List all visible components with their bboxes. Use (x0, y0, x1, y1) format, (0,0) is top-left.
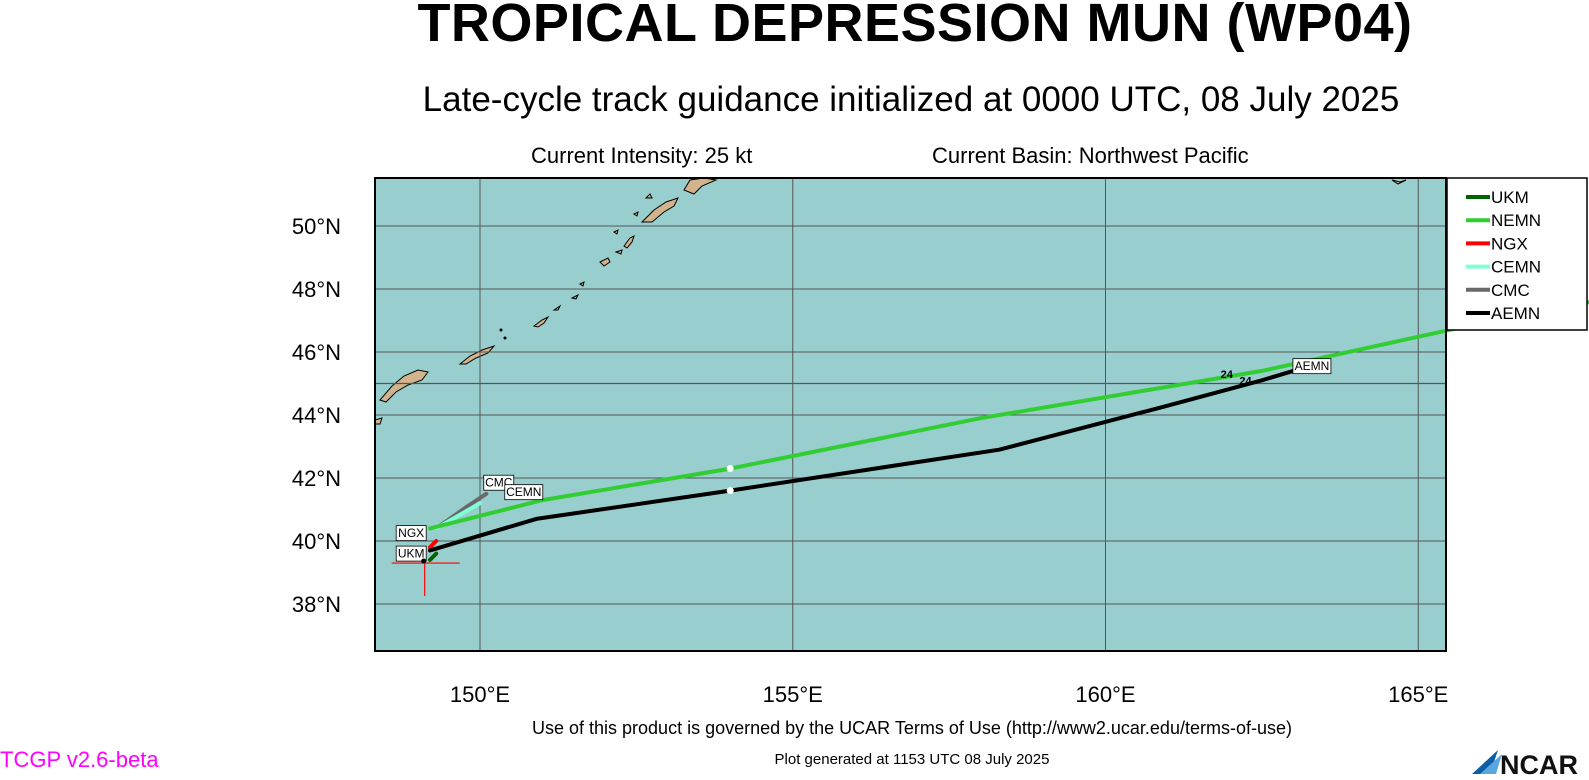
legend-item-ukm: UKM (1466, 188, 1529, 207)
legend-label: AEMN (1491, 304, 1540, 323)
island-11 (640, 197, 679, 223)
island-14 (683, 177, 718, 195)
track-ngx (428, 539, 439, 550)
legend-item-cemn: CEMN (1466, 258, 1541, 277)
lat-tick-label: 38°N (292, 592, 341, 617)
legend-item-ngx: NGX (1466, 234, 1528, 253)
island-6 (579, 281, 585, 287)
lat-tick-label: 40°N (292, 529, 341, 554)
legend-item-nemn: NEMN (1466, 211, 1541, 230)
island-1 (379, 369, 429, 403)
storm-position-layer (391, 558, 460, 597)
island-13 (644, 193, 653, 199)
lat-tick-label: 48°N (292, 277, 341, 302)
label-text: UKM (398, 547, 425, 561)
lon-tick-label: 165°E (1388, 682, 1448, 707)
island-9 (623, 235, 635, 249)
legend-item-cmc: CMC (1466, 281, 1530, 300)
track-12h-dot (726, 487, 734, 495)
map-title: TROPICAL DEPRESSION MUN (WP04) (417, 0, 1413, 53)
lat-lon-grid (375, 178, 1446, 651)
legend-label: NEMN (1491, 211, 1541, 230)
axis-labels: 150°E155°E160°E165°E170°E175°E180°38°N40… (292, 214, 1449, 707)
map-frame (374, 177, 1447, 652)
lat-tick-label: 50°N (292, 214, 341, 239)
label-text: CEMN (506, 485, 541, 499)
legend-box (1446, 177, 1588, 331)
island-7 (599, 257, 611, 267)
label-box (1292, 358, 1332, 375)
forecast-hour-label: 24 (1239, 375, 1252, 387)
lon-tick-label: 155°E (763, 682, 823, 707)
terms-of-use: Use of this product is governed by the U… (532, 718, 1292, 738)
ncar-logo-text: NCAR (1500, 750, 1578, 778)
current-intensity: Current Intensity: 25 kt (531, 143, 753, 168)
track-ukm (428, 551, 439, 562)
legend-item-aemn: AEMN (1466, 304, 1540, 323)
track-end-label-cemn: CEMN (504, 484, 544, 501)
storm-position-dot (421, 558, 427, 564)
lon-tick-label: 150°E (450, 682, 510, 707)
legend-label: CEMN (1491, 258, 1541, 277)
island-5 (570, 293, 580, 300)
version-label: TCGP v2.6-beta (0, 747, 159, 772)
legend-label: UKM (1491, 188, 1529, 207)
island-2 (458, 344, 496, 365)
legend-label: CMC (1491, 281, 1530, 300)
lat-tick-label: 44°N (292, 403, 341, 428)
track-aemn (428, 368, 1296, 553)
ncar-logo-mark-accent (1480, 754, 1502, 774)
map-subtitle: Late-cycle track guidance initialized at… (422, 80, 1400, 119)
island-15 (1391, 179, 1407, 185)
current-basin: Current Basin: Northwest Pacific (932, 143, 1249, 168)
island-10 (613, 229, 619, 235)
coastline-layer (374, 177, 1407, 425)
lon-tick-label: 160°E (1075, 682, 1135, 707)
label-box (504, 484, 544, 501)
plot-generated-time: Plot generated at 1153 UTC 08 July 2025 (774, 751, 1050, 768)
lat-tick-label: 46°N (292, 340, 341, 365)
forecast-hour-label: 24 (1221, 369, 1234, 381)
island-12 (633, 211, 639, 217)
islet (499, 328, 503, 332)
label-text: NGX (398, 526, 424, 540)
ncar-logo: NCAR (1472, 750, 1578, 778)
island-8 (614, 249, 623, 255)
track-end-label-ngx: NGX (395, 525, 427, 542)
track-12h-dot (726, 465, 734, 473)
island-3 (532, 315, 550, 328)
track-end-label-aemn: AEMN (1292, 358, 1332, 375)
legend-label: NGX (1491, 234, 1528, 253)
lat-tick-label: 42°N (292, 466, 341, 491)
islet (503, 336, 507, 340)
island-4 (552, 304, 562, 311)
label-text: AEMN (1295, 359, 1330, 373)
label-box (395, 525, 427, 542)
track-end-label-ukm: UKM (395, 545, 427, 562)
legend: UKM NEMN NGX CEMN CMC AEMN (1446, 177, 1588, 331)
label-box (395, 545, 427, 562)
